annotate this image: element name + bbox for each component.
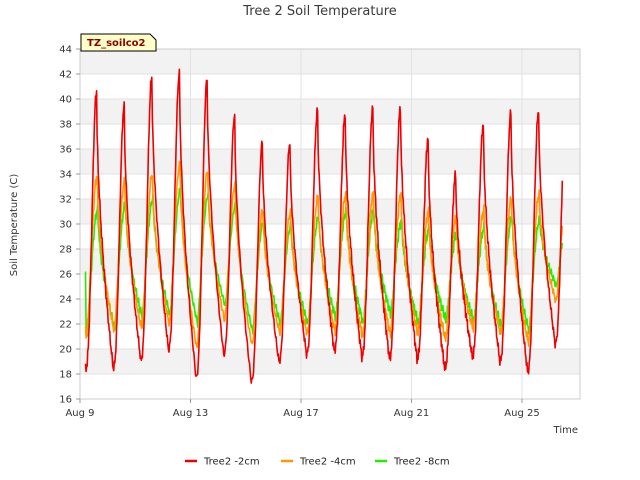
series-line-tree2-4cm <box>84 160 564 349</box>
y-tick-label: 20 <box>59 345 72 356</box>
background-band <box>80 349 580 374</box>
legend-label: Tree2 -8cm <box>393 457 450 468</box>
background-band <box>80 149 580 174</box>
background-band <box>80 249 580 274</box>
y-tick-label: 28 <box>59 245 72 256</box>
x-tick-label: Aug 17 <box>283 408 318 419</box>
y-tick-label: 34 <box>59 170 72 181</box>
y-tick-label: 32 <box>59 195 72 206</box>
y-tick-label: 36 <box>59 145 72 156</box>
site-tag-label: TZ_soilco2 <box>87 38 146 49</box>
series-line-tree2-2cm <box>84 68 564 384</box>
y-tick-label: 40 <box>59 95 72 106</box>
y-tick-label: 26 <box>59 270 72 281</box>
x-tick-label: Aug 9 <box>65 408 94 419</box>
x-tick-label: Aug 25 <box>504 408 539 419</box>
chart-title: Tree 2 Soil Temperature <box>242 4 397 19</box>
y-tick-label: 18 <box>59 370 72 381</box>
x-tick-label: Aug 21 <box>394 408 429 419</box>
x-tick-label: Aug 13 <box>173 408 208 419</box>
legend-label: Tree2 -4cm <box>299 457 356 468</box>
background-band <box>80 49 580 74</box>
y-tick-label: 22 <box>59 320 72 331</box>
series-line-tree2-8cm <box>84 187 564 337</box>
x-axis-ticks: Aug 9 Aug 13 Aug 17 Aug 21 Aug 25 <box>65 399 540 419</box>
series-lines <box>84 68 564 384</box>
y-tick-label: 16 <box>59 395 72 406</box>
background-band <box>80 199 580 224</box>
y-tick-label: 38 <box>59 120 72 131</box>
legend: Tree2 -2cm Tree2 -4cm Tree2 -8cm <box>185 457 450 468</box>
background-band <box>80 99 580 124</box>
y-axis-ticks: 16 18 20 22 24 26 28 30 32 34 36 38 40 42 44 <box>59 45 80 406</box>
y-tick-label: 42 <box>59 70 72 81</box>
y-tick-label: 44 <box>59 45 72 56</box>
y-tick-label: 30 <box>59 220 72 231</box>
x-axis-label: Time <box>553 425 578 436</box>
y-tick-label: 24 <box>59 295 72 306</box>
site-tag-badge: TZ_soilco2 <box>80 33 157 52</box>
y-axis-label: Soil Temperature (C) <box>9 174 20 277</box>
legend-label: Tree2 -2cm <box>203 457 260 468</box>
